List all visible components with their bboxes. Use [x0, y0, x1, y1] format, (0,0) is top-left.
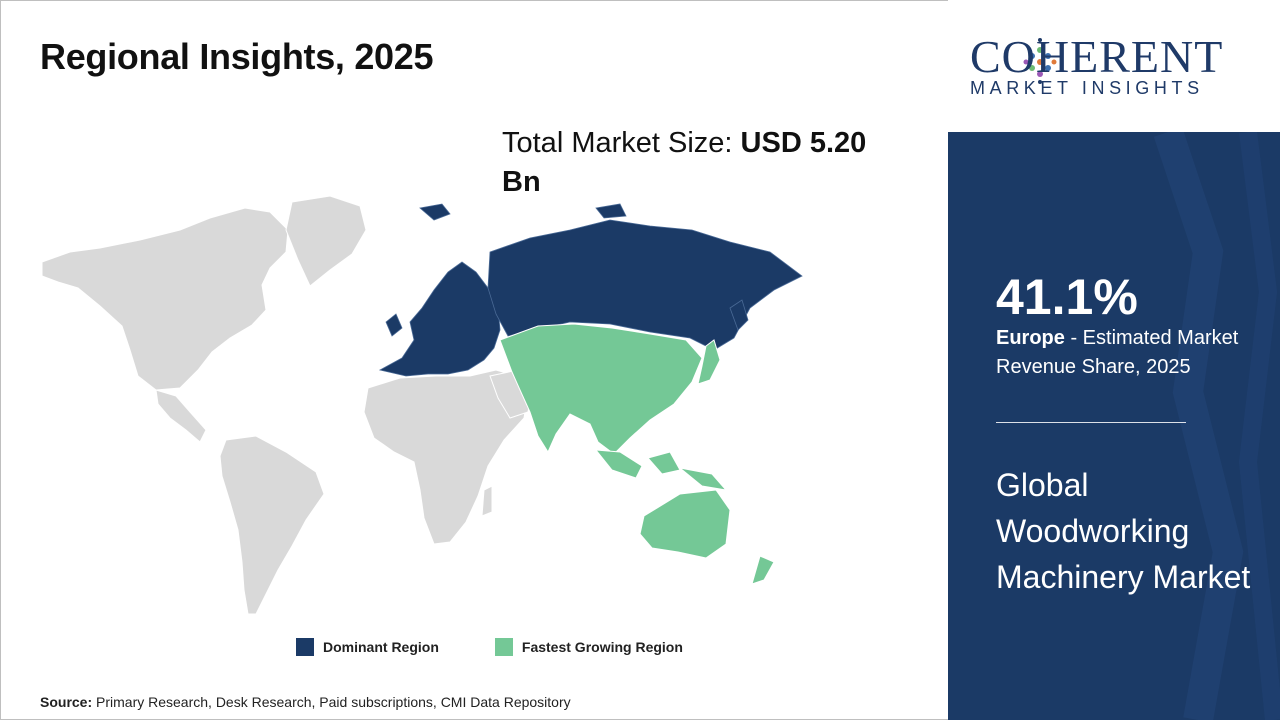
legend-item-dominant: Dominant Region [296, 638, 439, 656]
source-note: Source: Primary Research, Desk Research,… [40, 694, 571, 710]
page-title: Regional Insights, 2025 [40, 36, 434, 77]
map-region-latin-america [219, 435, 325, 615]
stat-value: 41.1% [996, 269, 1138, 325]
legend-label-fastest: Fastest Growing Region [521, 639, 683, 655]
market-name: Global Woodworking Machinery Market [996, 467, 1251, 595]
logo-dot-globe-icon [1023, 38, 1057, 84]
legend-label-dominant: Dominant Region [323, 639, 439, 655]
map-region-north-america [41, 195, 367, 443]
stat-panel: 41.1% Europe - Estimated Market Revenue … [948, 132, 1280, 720]
legend-item-fastest: Fastest Growing Region [494, 638, 683, 656]
map-legend: Dominant Region Fastest Growing Region [296, 638, 683, 656]
source-text: Primary Research, Desk Research, Paid su… [92, 694, 571, 710]
source-label: Source: [40, 694, 93, 710]
market-size-label: Total Market Size: [502, 127, 741, 159]
sidebar: COHERENT MARKET INSIGHTS 41.1% Europe - … [948, 0, 1280, 720]
stat-description: Europe - Estimated Market Revenue Share,… [996, 324, 1276, 382]
market-size-value: USD 5.20 Bn [502, 127, 867, 198]
content-area: Regional Insights, 2025 Total Market Siz… [40, 36, 902, 710]
legend-swatch-dominant [296, 638, 314, 656]
map-region-middle-east-africa [363, 369, 533, 545]
logo-wordmark: COHERENT [970, 31, 1224, 82]
logo-graphic [1023, 38, 1057, 84]
stat-region: Europe [996, 327, 1065, 349]
logo-subline: MARKET INSIGHTS [970, 78, 1204, 98]
logo: COHERENT MARKET INSIGHTS [948, 0, 1280, 132]
stat-description-text: - Estimated Market Revenue Share, 2025 [996, 327, 1239, 378]
divider [996, 422, 1186, 423]
total-market-size: Total Market Size: USD 5.20 Bn [502, 124, 902, 202]
panel-texture [1153, 132, 1280, 720]
world-map [41, 195, 803, 615]
legend-swatch-fastest [494, 638, 513, 656]
map-region-asia-pacific [499, 323, 775, 585]
map-region-europe [378, 203, 501, 377]
